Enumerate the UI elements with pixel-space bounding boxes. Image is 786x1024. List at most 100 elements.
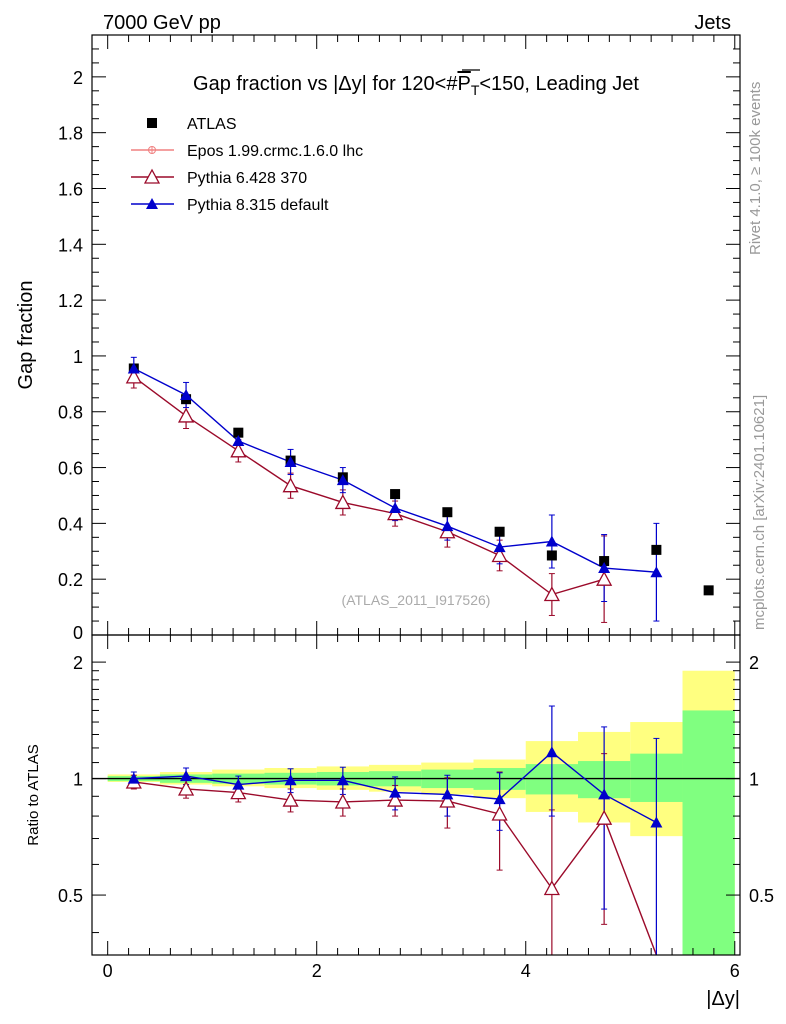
main-ytick-label: 1.6 <box>58 179 83 199</box>
ratio-point-pythia-8-315-default <box>127 772 140 784</box>
data-point-pythia-8-315-default <box>441 520 454 532</box>
process-label: Jets <box>694 12 731 34</box>
rivet-version-label: Rivet 4.1.0, ≥ 100k events <box>747 82 764 255</box>
data-point-atlas <box>546 550 557 561</box>
data-point-atlas <box>494 526 505 537</box>
ratio-point-pythia-6-428-370 <box>543 880 560 896</box>
ratio-ytick-label: 0.5 <box>58 886 83 906</box>
ratio-point-pythia-6-428-370 <box>439 792 456 808</box>
data-point-pythia-8-315-default <box>180 389 193 400</box>
ratio-point-pythia-8-315-default <box>441 788 454 800</box>
data-point-pythia-8-315-default <box>545 535 558 547</box>
ratio-point-pythia-6-428-370 <box>596 809 613 825</box>
ratio-xtick-label: 4 <box>521 961 531 981</box>
data-point-pythia-8-315-default <box>232 435 245 447</box>
main-ytick-label: 1.2 <box>58 291 83 311</box>
ratio-data-marks <box>125 705 663 955</box>
legend-label-epos-1-99-crmc-1-6-0-lhc: Epos 1.99.crmc.1.6.0 lhc <box>187 143 363 160</box>
data-point-pythia-6-428-370 <box>230 442 247 458</box>
chart-title-p: P <box>457 73 470 95</box>
data-point-pythia-6-428-370 <box>177 407 195 423</box>
legend-marker-pythia-6-428-370 <box>143 168 161 184</box>
ratio-point-pythia-8-315-default <box>336 774 349 786</box>
main-ytick-label: 1.8 <box>58 124 83 144</box>
ratio-point-pythia-8-315-default <box>598 788 611 800</box>
main-y-axis-label: Gap fraction <box>15 281 37 390</box>
data-point-atlas <box>442 507 453 518</box>
ratio-point-pythia-8-315-default <box>650 816 663 828</box>
main-ytick-label: 1.4 <box>58 235 83 255</box>
main-ytick-label: 0.2 <box>58 570 83 590</box>
ratio-point-pythia-8-315-default <box>389 786 402 798</box>
ratio-xtick-label: 2 <box>312 961 322 981</box>
data-point-atlas <box>233 427 244 438</box>
ratio-clipped-group <box>125 705 663 955</box>
energy-label: 7000 GeV pp <box>103 12 221 34</box>
data-point-pythia-8-315-default <box>127 362 140 374</box>
main-ytick-label: 0.6 <box>58 459 83 479</box>
legend-marker-atlas <box>147 118 157 128</box>
ratio-point-pythia-8-315-default <box>180 770 193 782</box>
ratio-ytick-label-right: 2 <box>749 653 759 673</box>
data-point-atlas <box>390 489 401 500</box>
ratio-frame <box>91 634 741 956</box>
legend-label-pythia-6-428-370: Pythia 6.428 370 <box>187 170 307 187</box>
data-point-pythia-6-428-370 <box>543 586 560 602</box>
ratio-point-pythia-8-315-default <box>493 793 506 805</box>
legend: ATLAS Epos 1.99.crmc.1.6.0 lhc Pythia 6.42… <box>131 116 363 214</box>
data-point-pythia-6-428-370 <box>282 477 299 493</box>
data-point-pythia-8-315-default <box>389 502 402 514</box>
series-line-pythia-6-428-370 <box>133 376 605 596</box>
chart-title-suffix: <150, Leading Jet <box>479 73 639 95</box>
data-point-pythia-6-428-370 <box>387 505 404 521</box>
main-panel: 0 0.2 0.4 0.6 0.8 1 1.2 1.4 1.6 1.8 2 Gap fraction… <box>15 34 741 643</box>
ratio-uncertainty-bands <box>92 670 740 955</box>
analysis-watermark: (ATLAS_2011_I917526) <box>342 592 491 608</box>
data-point-atlas <box>703 585 714 596</box>
ratio-xtick-label: 0 <box>103 961 113 981</box>
main-ytick-label: 0.8 <box>58 403 83 423</box>
ratio-point-pythia-8-315-default <box>232 778 245 790</box>
main-ytick-label: 1 <box>73 347 83 367</box>
legend-label-atlas: ATLAS <box>187 116 237 133</box>
mcplots-source-label: mcplots.cern.ch [arXiv:2401.10621] <box>751 395 768 630</box>
ratio-panel: 0.5 0.5 1 1 2 2 0 2 4 6 Ratio to ATLAS |Δy| <box>25 634 774 1010</box>
ratio-point-pythia-8-315-default <box>545 746 558 758</box>
chart-title-sub: T <box>471 82 480 98</box>
data-point-pythia-8-315-default <box>284 455 297 467</box>
data-point-pythia-6-428-370 <box>334 494 351 510</box>
data-point-pythia-8-315-default <box>493 541 506 553</box>
data-point-pythia-6-428-370 <box>596 570 613 586</box>
ratio-band-inner <box>682 710 735 955</box>
ratio-point-pythia-6-428-370 <box>177 780 195 796</box>
main-ticks: 0 0.2 0.4 0.6 0.8 1 1.2 1.4 1.6 1.8 2 <box>58 35 740 643</box>
ratio-ticks: 0.5 0.5 1 1 2 2 0 2 4 6 <box>58 635 774 981</box>
ratio-ytick-label-right: 1 <box>749 770 759 790</box>
main-ytick-label: 0 <box>73 623 83 643</box>
data-point-pythia-8-315-default <box>598 562 611 574</box>
main-data-marks <box>125 356 714 623</box>
ratio-xtick-label: 6 <box>730 961 740 981</box>
series-line-pythia-8-315-default <box>133 367 657 573</box>
ratio-ytick-label-right: 0.5 <box>749 886 774 906</box>
ratio-point-pythia-8-315-default <box>284 774 297 786</box>
x-axis-label: |Δy| <box>706 988 740 1010</box>
ratio-point-pythia-6-428-370 <box>230 784 247 800</box>
ratio-ytick-label: 2 <box>73 653 83 673</box>
legend-label-pythia-8-315-default: Pythia 8.315 default <box>187 197 329 214</box>
ratio-point-pythia-6-428-370 <box>387 791 404 807</box>
data-point-atlas <box>651 544 662 555</box>
ratio-y-axis-label: Ratio to ATLAS <box>25 744 42 845</box>
data-point-pythia-8-315-default <box>336 474 349 486</box>
data-point-pythia-6-428-370 <box>491 547 508 563</box>
ratio-point-pythia-6-428-370 <box>282 791 299 807</box>
data-point-pythia-6-428-370 <box>125 368 142 384</box>
ratio-ytick-label: 1 <box>73 770 83 790</box>
chart-title-prefix: Gap fraction vs |Δy| for 120<# <box>193 73 458 95</box>
main-ytick-label: 2 <box>73 68 83 88</box>
legend-marker-pythia-8-315-default <box>146 198 158 209</box>
chart-title: Gap fraction vs |Δy| for 120<#PT<150, Le… <box>193 73 639 98</box>
data-point-pythia-8-315-default <box>650 566 663 578</box>
ratio-point-pythia-6-428-370 <box>334 793 351 809</box>
